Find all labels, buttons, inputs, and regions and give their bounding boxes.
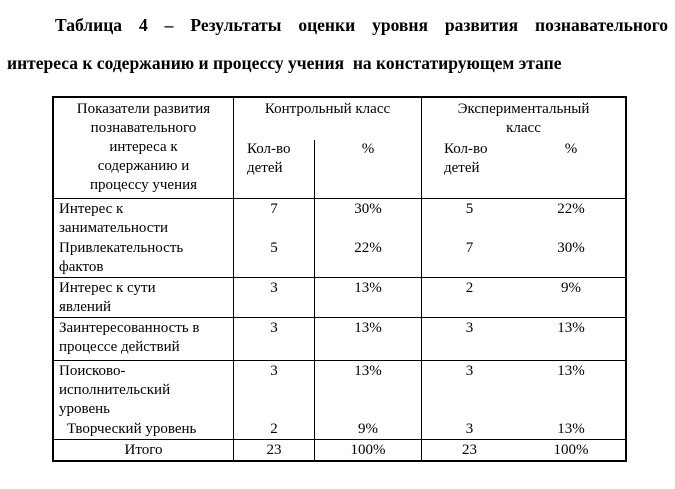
experimental-cells: 5 22% — [422, 199, 625, 238]
table-row-attractiveness-facts: Привлекательность фактов 5 22% 7 30% — [54, 238, 625, 278]
table-header-row: Показатели развития познавательного инте… — [54, 98, 625, 199]
control-count-value: 7 — [234, 199, 315, 238]
row-label: Заинтересованность в процессе действий — [54, 318, 234, 360]
control-count-value: 3 — [234, 318, 315, 360]
experimental-percent-value: 13% — [557, 363, 585, 379]
header-experimental-count-label: Кол-во детей — [444, 141, 488, 176]
experimental-cells: 3 13% — [422, 361, 625, 419]
row-label: Поисково- исполнительский уровень — [54, 361, 234, 419]
table-row-total: Итого 23 100% 23 100% — [54, 440, 625, 460]
control-percent-value: 30% — [315, 199, 422, 238]
header-control-class-label: Контрольный класс — [264, 101, 391, 117]
total-control-percent-value: 100% — [315, 440, 422, 460]
row-label: Интерес к сути явлений — [54, 278, 234, 317]
header-control-percent-label: % — [314, 140, 421, 198]
table-row-creative-level: Творческий уровень 2 9% 3 13% — [54, 419, 625, 440]
table-row-interest-entertainment: Интерес к занимательности 7 30% 5 22% — [54, 199, 625, 238]
header-control-count-label: Кол-во детей — [247, 141, 291, 176]
control-percent-value: 9% — [315, 419, 422, 439]
experimental-percent-value: 30% — [557, 240, 585, 256]
control-percent-value: 13% — [315, 278, 422, 317]
header-experimental-percent-label: % — [564, 141, 578, 157]
results-table: Показатели развития познавательного инте… — [52, 96, 627, 462]
control-percent-value: 13% — [315, 361, 422, 419]
control-count-value: 3 — [234, 278, 315, 317]
total-experimental-percent-value: 100% — [553, 442, 589, 458]
control-percent-value: 22% — [315, 238, 422, 277]
experimental-cells: 3 13% — [422, 419, 625, 439]
header-experimental-group: Экспериментальный класс Кол-во детей % — [422, 98, 625, 198]
header-experimental-subrow: Кол-во детей % — [422, 140, 625, 198]
row-label: Привлекательность фактов — [54, 238, 234, 277]
experimental-count-value: 3 — [465, 363, 474, 379]
header-experimental-class-label: Экспериментальный класс — [457, 101, 590, 136]
experimental-count-value: 3 — [465, 421, 474, 437]
table-row-search-executive-level: Поисково- исполнительский уровень 3 13% … — [54, 361, 625, 419]
table-caption: Таблица 4 – Результаты оценки уровня раз… — [7, 6, 668, 82]
control-percent-value: 13% — [315, 318, 422, 360]
caption-line-2: интереса к содержанию и процессу учения … — [7, 53, 562, 73]
experimental-percent-value: 13% — [557, 421, 585, 437]
control-count-value: 2 — [234, 419, 315, 439]
experimental-count-value: 3 — [465, 320, 474, 336]
row-label: Интерес к занимательности — [54, 199, 234, 238]
experimental-cells: 23 100% — [422, 440, 625, 460]
experimental-cells: 7 30% — [422, 238, 625, 277]
document-page: Таблица 4 – Результаты оценки уровня раз… — [0, 6, 675, 489]
caption-line-1: Таблица 4 – Результаты оценки уровня раз… — [55, 15, 668, 35]
total-control-count-value: 23 — [234, 440, 315, 460]
experimental-count-value: 5 — [465, 201, 474, 217]
table-row-interest-essence: Интерес к сути явлений 3 13% 2 9% — [54, 278, 625, 318]
row-label: Творческий уровень — [54, 419, 234, 439]
table-row-process-engagement: Заинтересованность в процессе действий 3… — [54, 318, 625, 361]
control-count-value: 3 — [234, 361, 315, 419]
experimental-count-value: 7 — [465, 240, 474, 256]
experimental-percent-value: 13% — [557, 320, 585, 336]
header-control-subrow: Кол-во детей % — [234, 140, 421, 198]
experimental-percent-value: 22% — [557, 201, 585, 217]
total-label: Итого — [54, 440, 234, 460]
experimental-percent-value: 9% — [561, 280, 581, 296]
experimental-cells: 3 13% — [422, 318, 625, 360]
control-count-value: 5 — [234, 238, 315, 277]
header-control-group: Контрольный класс Кол-во детей % — [234, 98, 422, 198]
experimental-cells: 2 9% — [422, 278, 625, 317]
header-indicators-cell: Показатели развития познавательного инте… — [54, 98, 234, 198]
total-experimental-count-value: 23 — [462, 442, 477, 458]
experimental-count-value: 2 — [465, 280, 474, 296]
